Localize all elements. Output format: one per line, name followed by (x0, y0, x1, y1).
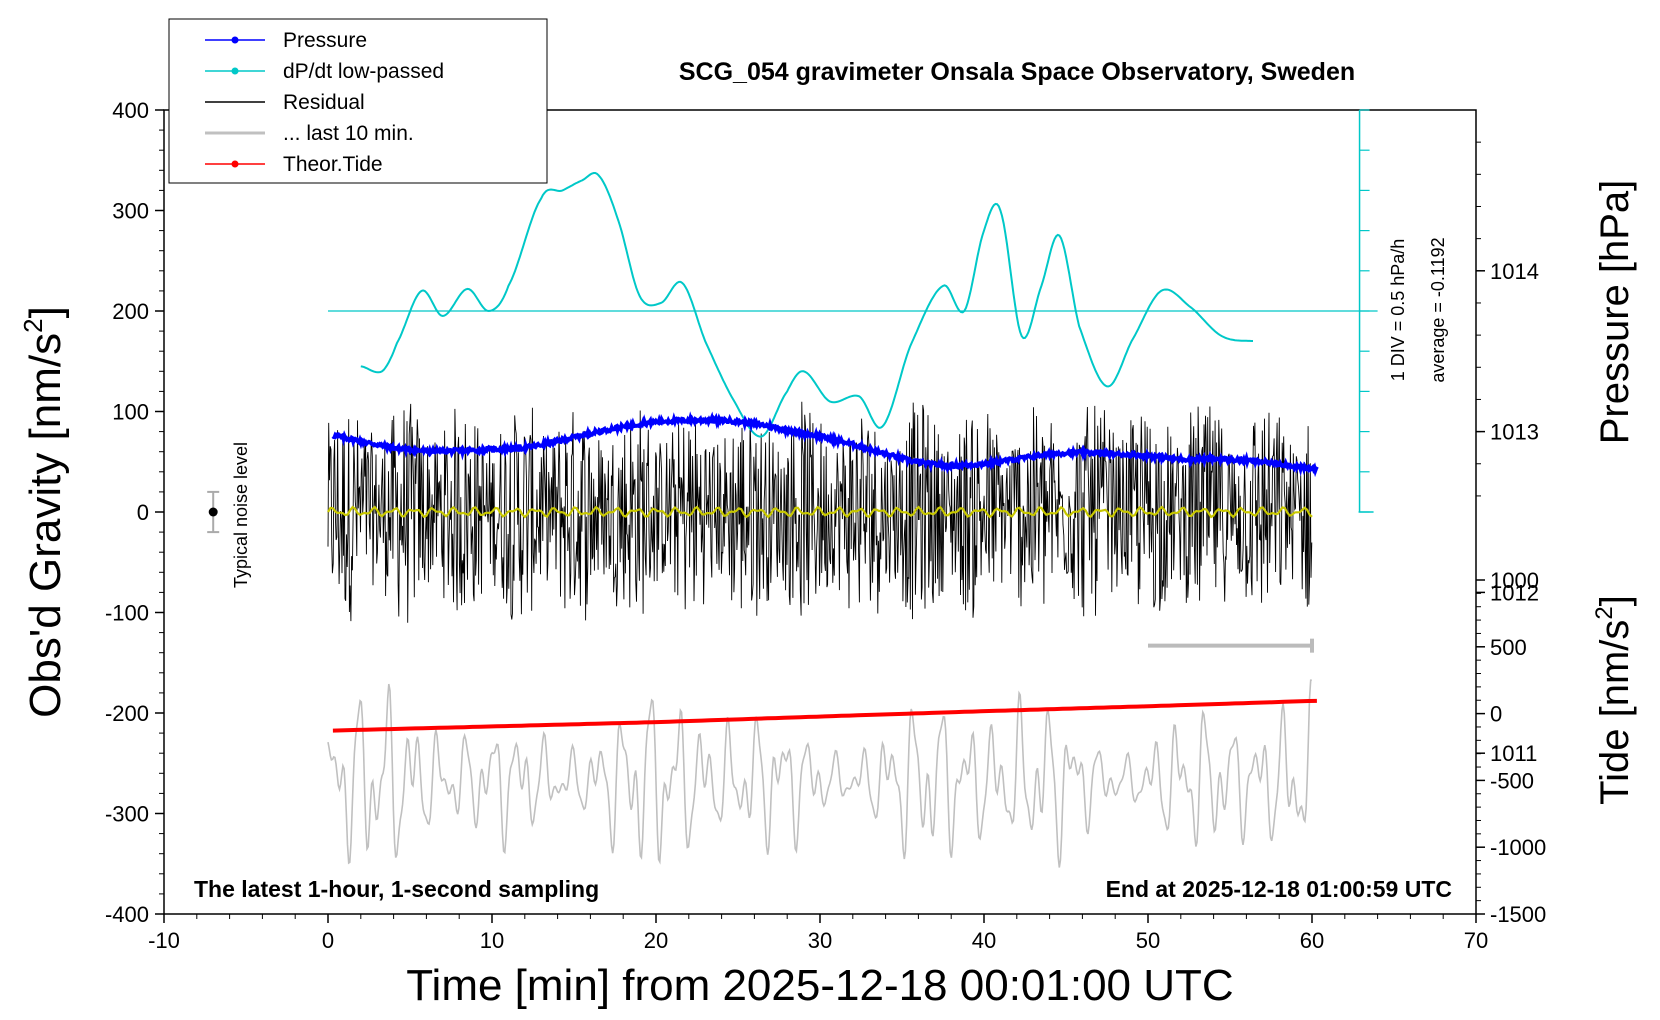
y-tick-label: -200 (105, 701, 149, 726)
y-tick-label: -300 (105, 802, 149, 827)
legend-swatch-marker (231, 67, 239, 75)
y-tick-label: 300 (112, 199, 149, 224)
tide-axis-label-close: ] (1593, 595, 1637, 606)
legend-swatch-marker (231, 36, 239, 44)
y-tick-label: -400 (105, 902, 149, 927)
legend-label: dP/dt low-passed (283, 60, 444, 83)
dpdt-series (328, 172, 1378, 438)
y-tick-label: 0 (137, 500, 149, 525)
pressure-tick-label: 1013 (1490, 420, 1539, 445)
y-axis-ticks: 400 300 200 100 0 -100 -200 -300 -400 (105, 98, 164, 927)
legend-box (168, 18, 548, 184)
tide-axis-label: Tide [nm/s2] (1591, 595, 1637, 805)
x-tick-label: 40 (972, 928, 996, 953)
tide-tick-label: 0 (1490, 702, 1502, 727)
pressure-axis-label: Pressure [hPa] (1593, 180, 1637, 445)
tide-tick-label: 500 (1490, 635, 1527, 660)
tide-tick-label: -1000 (1490, 835, 1546, 860)
tide-axis-label-sup: 2 (1591, 606, 1618, 619)
pressure-series (331, 411, 1319, 478)
x-axis-label: Time [min] from 2025-12-18 00:01:00 UTC (406, 961, 1233, 1010)
legend-swatch-marker (231, 160, 239, 168)
annotation-marks (207, 490, 1314, 653)
x-tick-label: 10 (480, 928, 504, 953)
tide-tick-label: -1500 (1490, 902, 1546, 927)
y-axis-label-left: Obs'd Gravity [nm/s2] (18, 306, 70, 718)
x-axis-ticks: -10 0 10 20 30 40 50 60 70 (148, 914, 1488, 953)
last-10-min-line (327, 679, 1312, 868)
y-tick-label: 400 (112, 98, 149, 123)
legend: Pressure dP/dt low-passed Residual ... last… (168, 18, 548, 184)
theor-tide-line (332, 698, 1317, 733)
noise-level-label: Typical noise level (231, 442, 251, 588)
x-tick-label: 0 (322, 928, 334, 953)
dpdt-average-label: average = -0.1192 (1428, 237, 1448, 382)
legend-label: Theor.Tide (283, 153, 383, 176)
x-tick-label: 50 (1136, 928, 1160, 953)
tide-axis-ticks: 1000 500 0 -500 -1000 -1500 (1476, 568, 1546, 927)
x-tick-label: 60 (1300, 928, 1324, 953)
chart-title: SCG_054 gravimeter Onsala Space Observat… (679, 58, 1355, 86)
x-tick-label: 70 (1464, 928, 1488, 953)
note-left: The latest 1-hour, 1-second sampling (194, 876, 599, 902)
y-axis-label-left-sup: 2 (18, 318, 48, 332)
pressure-line (331, 411, 1319, 478)
y-axis-label-left-text: Obs'd Gravity [nm/s (21, 333, 70, 718)
last-10-min-series (327, 679, 1312, 868)
residual-series (327, 401, 1313, 623)
tide-tick-label: 1000 (1490, 568, 1539, 593)
legend-label: ... last 10 min. (283, 122, 414, 145)
y-axis-label-left-close: ] (21, 306, 70, 318)
residual-line (327, 401, 1313, 623)
tide-axis-label-text: Tide [nm/s (1593, 620, 1637, 805)
dpdt-scale-label: 1 DIV = 0.5 hPa/h (1388, 239, 1408, 382)
y-tick-label: 100 (112, 400, 149, 425)
theor-tide-series (332, 698, 1317, 733)
tide-tick-label: -500 (1490, 768, 1534, 793)
pressure-tick-label: 1012 (1490, 580, 1539, 605)
residual-smoothed-line (327, 505, 1313, 519)
x-tick-label: 30 (808, 928, 832, 953)
pressure-axis-ticks: 1014 1013 1012 1011 (1476, 141, 1539, 766)
y-tick-label: 200 (112, 299, 149, 324)
pressure-tick-label: 1014 (1490, 259, 1539, 284)
x-tick-label: 20 (644, 928, 668, 953)
note-right: End at 2025-12-18 01:00:59 UTC (1106, 876, 1452, 902)
y-tick-label: -100 (105, 601, 149, 626)
legend-label: Pressure (283, 29, 367, 52)
legend-entries: Pressure dP/dt low-passed Residual ... last… (205, 29, 444, 176)
x-tick-label: -10 (148, 928, 180, 953)
legend-label: Residual (283, 91, 365, 114)
dpdt-line (360, 172, 1253, 438)
residual-smoothed-series (327, 505, 1313, 519)
noise-level-dot (208, 507, 218, 517)
dpdt-scale-bar (1358, 109, 1374, 513)
pressure-tick-label: 1011 (1490, 741, 1537, 766)
